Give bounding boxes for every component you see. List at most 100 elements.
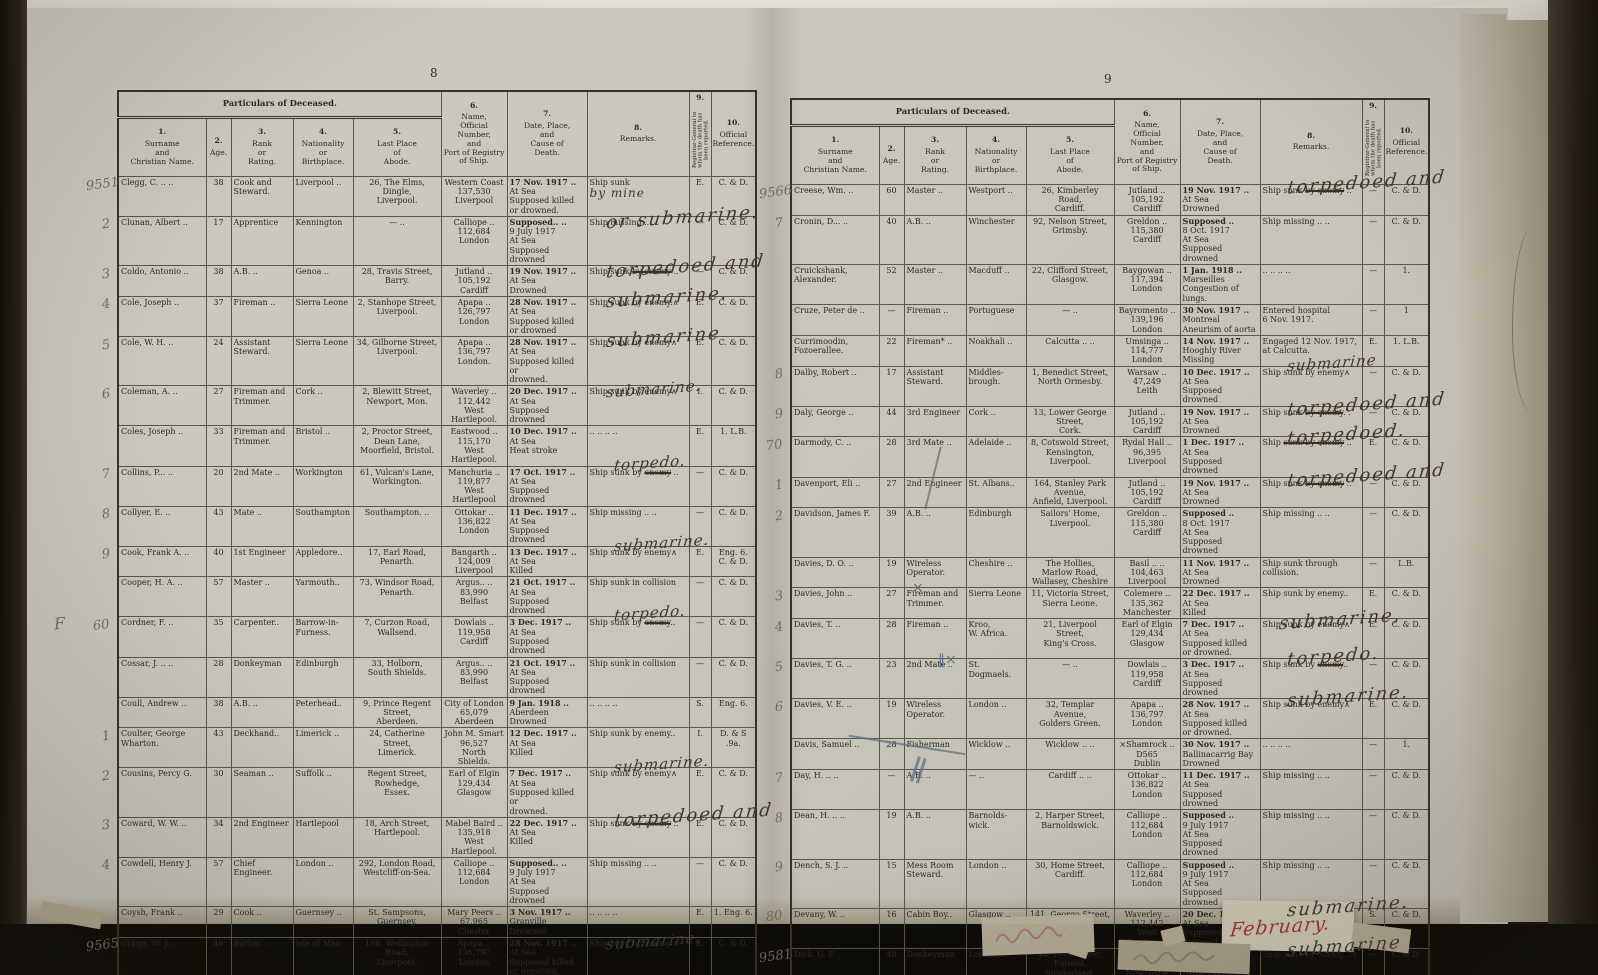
cell-line: Supposed ..: [1182, 508, 1235, 519]
cell-line: 83,990: [460, 587, 489, 597]
margin-number: 3: [84, 817, 118, 857]
cell-line: —: [887, 305, 896, 315]
registrar-cell: —: [1361, 769, 1385, 811]
reference-cell: C. & D.: [710, 816, 758, 858]
cell-line: London: [1131, 284, 1163, 294]
table-row: 8 Dean, H. .. .. 19 A.B. .. Barnolds-wick. 2,…: [757, 809, 1431, 860]
header-col-6: 6. Name, Official Number, and Port of Regist…: [1113, 97, 1181, 185]
ship-cell: Manchuria .. 119,877 West Hartlepool: [440, 465, 508, 507]
cell-line: Supposed drowned: [509, 637, 550, 656]
cell-line: Cork.: [1058, 426, 1082, 436]
surname-cell: Dick, G. F. ..: [790, 947, 880, 975]
rank-cell: A.B. ..: [903, 507, 967, 558]
remarks-cell: Ship missing .. ..: [1259, 809, 1363, 860]
remarks-text: Entered hospital: [1262, 305, 1331, 315]
age-cell: 27: [878, 587, 905, 620]
table-row: Davis, Samuel .. 28 Fisherman Wicklow .. Wic…: [757, 738, 1431, 771]
cell-line: Wireless Operator.: [906, 558, 946, 577]
reference-cell: C. & D.: [1383, 405, 1431, 438]
rank-cell: 2nd Mate ..: [230, 465, 294, 507]
reference-cell: C. & D.: [710, 465, 758, 507]
cell-line: Cole, W. H. ..: [121, 338, 174, 348]
pencil-number: 7: [773, 215, 784, 232]
cell-line: Liverpool.: [376, 957, 418, 967]
cell-line: Master ..: [906, 185, 943, 195]
cell-line: —: [696, 267, 705, 277]
cell-line: Coulter, George Wharton.: [121, 729, 186, 748]
nationality-cell: London ..: [965, 698, 1027, 740]
cell-line: Age.: [882, 156, 901, 166]
surname-cell: Currimoodin, Fozoerallee.: [790, 334, 880, 367]
cell-line: —: [1369, 367, 1378, 377]
cell-line: 39: [886, 509, 897, 519]
remarks-cell: Ship sunk by enemy .. torpedoed and: [586, 799, 774, 858]
cell-line: 104,463: [1130, 567, 1164, 577]
reference-cell: C. & D.: [710, 215, 758, 267]
death-cell: Supposed .. 9 July 1917 At Sea Supposed dro…: [1179, 809, 1261, 860]
remarks-text: Ship missing .. ..: [1262, 509, 1330, 519]
age-cell: 38: [205, 175, 232, 217]
remarks-cell: Ship sunk by enemy .. torpedo.: [586, 451, 690, 507]
cell-line: 43: [213, 507, 224, 517]
death-cell: 7 Dec. 1917 .. At Sea Supposed killed or dr…: [506, 767, 588, 818]
table-row: Coles, Joseph .. 33 Fireman and Trimmer. Br…: [84, 425, 758, 467]
cell-line: Waverley ..: [1124, 909, 1170, 919]
cell-line: 112,684: [1130, 820, 1164, 830]
rank-cell: Master ..: [903, 183, 967, 216]
registrar-cell: —: [688, 616, 712, 658]
age-cell: 60: [878, 183, 905, 216]
registrar-cell: —: [1361, 303, 1385, 336]
table-row: Cossar, J. .. .. 28 Donkeyman Edinburgh 33, …: [84, 656, 758, 698]
death-cell: Supposed .. 8 Oct. 1917 At Sea Supposed dro…: [1179, 214, 1261, 265]
death-cell: Supposed .. 8 Oct. 1917 At Sea Supposed dro…: [1179, 507, 1261, 558]
cell-line: 13, Lower George: [1033, 407, 1107, 417]
cell-line: and: [1139, 146, 1155, 156]
cell-line: C. & D.: [1391, 367, 1421, 377]
vertical-header-text: Registrar-General to whom the death has …: [1365, 119, 1383, 176]
cell-line: 20 Dec. 1917 ..: [1182, 908, 1250, 919]
header-col-4: 4. Nationality or Birthplace.: [965, 124, 1027, 185]
cell-line: West: [464, 405, 484, 415]
cell-line: Mary Peers ..: [447, 908, 501, 918]
cell-line: 8 Oct. 1917: [1182, 518, 1230, 528]
cell-line: 22, Clifford Street,: [1031, 265, 1109, 275]
surname-cell: Davidson, James F.: [790, 507, 880, 558]
cell-line: E.: [695, 297, 705, 307]
rank-cell: Apprentice: [230, 215, 294, 267]
registrar-cell: —: [688, 215, 712, 267]
remarks-text: .. .. .. ..: [589, 427, 618, 437]
cell-line: 28: [886, 740, 897, 750]
cell-line: or drowned.: [1182, 728, 1232, 738]
ship-cell: Mary Peers .. 67,965 Chester: [440, 906, 508, 938]
cell-line: or: [991, 156, 1001, 166]
cell-line: Appledore..: [295, 547, 343, 557]
cell-line: Coles, Joseph ..: [121, 427, 184, 437]
table-row: Coysh, Frank .. 29 Cook .. Guernsey .. St. S…: [84, 906, 758, 953]
cell-line: 1: [1403, 305, 1409, 315]
cell-line: C. & D.: [718, 858, 748, 868]
cell-line: E.: [695, 938, 705, 948]
cell-line: Bayromento ..: [1118, 305, 1176, 315]
remarks-cell: Ship sunk by enemy .. torpedoed and: [1259, 459, 1447, 509]
cell-line: 9 Jan. 1918 ..: [509, 697, 569, 708]
cell-line: Bristol ..: [295, 427, 331, 437]
table-row: 4 Cole, Joseph .. 37 Fireman .. Sierra Leone…: [84, 295, 758, 352]
reference-cell: C. & D.: [1383, 858, 1431, 909]
month-tab-faded[interactable]: [981, 914, 1095, 956]
surname-cell: Davies, D. O. ..: [790, 556, 880, 589]
age-cell: 43: [205, 505, 232, 547]
cell-line: 17, Earl Road,: [367, 547, 427, 557]
remarks-cell: Ship sunk by enemy.∧ submarine: [586, 295, 721, 352]
table-row: Cruickshank, Alexander. 52 Master .. Macduf…: [757, 263, 1431, 305]
month-tab-faded[interactable]: [1117, 939, 1251, 975]
cell-line: Dowlais ..: [1127, 660, 1167, 670]
nationality-cell: Sierra Leone: [965, 587, 1027, 620]
surname-cell: Davies, T. G. ..: [790, 658, 880, 700]
pencil-number: 4: [100, 296, 111, 313]
nationality-cell: Guernsey ..: [292, 906, 354, 938]
cell-line: Cardiff: [1133, 204, 1162, 214]
cell-line: Calliope ..: [1126, 811, 1168, 821]
cell-line: Davidson, James F.: [794, 509, 871, 519]
cell-line: 73, Windsor Road,: [359, 578, 435, 588]
